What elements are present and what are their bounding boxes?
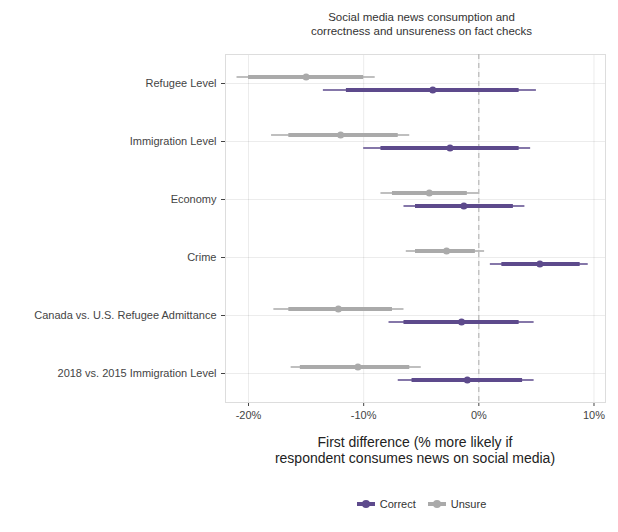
- svg-text:Crime: Crime: [187, 251, 216, 263]
- html-text:Unsure: Unsure: [450, 498, 487, 510]
- svg-text:2018 vs. 2015 Immigration Leve: 2018 vs. 2015 Immigration Level: [58, 367, 217, 379]
- svg-text:Economy: Economy: [171, 193, 217, 205]
- svg-text:Refugee Level: Refugee Level: [146, 77, 217, 89]
- svg-text:Canada vs. U.S. Refugee Admitt: Canada vs. U.S. Refugee Admittance: [34, 309, 216, 321]
- svg-text:-20%: -20%: [236, 409, 262, 421]
- svg-text:10%: 10%: [583, 409, 605, 421]
- html-text:Correct: Correct: [379, 498, 416, 510]
- svg-text:Immigration Level: Immigration Level: [130, 135, 217, 147]
- html-text:Social media news consumption: Social media news consumption and correc…: [310, 11, 533, 37]
- html-text:First difference (% more likel: First difference (% more likely if respo…: [274, 434, 556, 466]
- svg-text:0%: 0%: [471, 409, 487, 421]
- svg-text:-10%: -10%: [351, 409, 377, 421]
